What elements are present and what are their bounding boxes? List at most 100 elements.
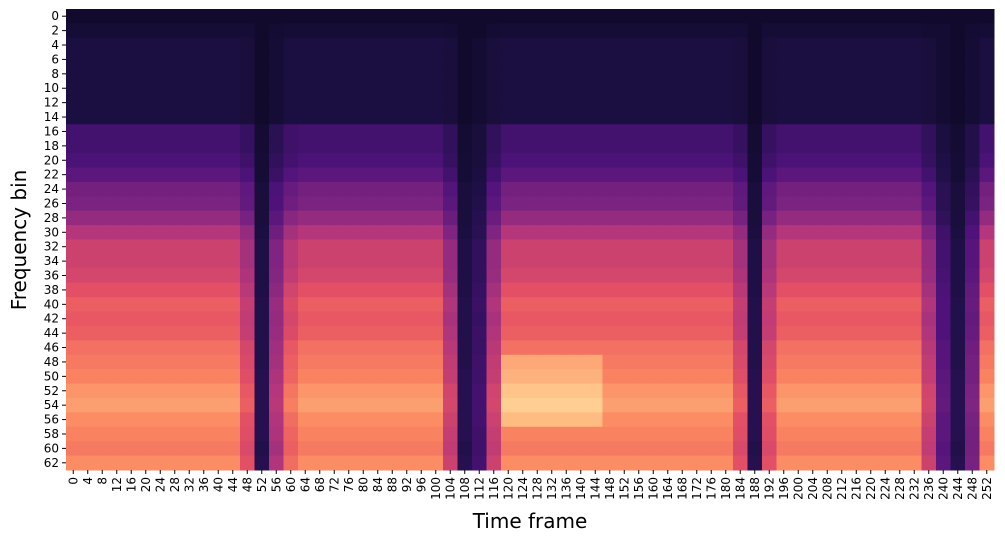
heatmap-cell xyxy=(559,383,574,399)
heatmap-cell xyxy=(356,153,371,168)
heatmap-cell xyxy=(892,138,908,154)
heatmap-cell xyxy=(950,297,966,313)
heatmap-cell xyxy=(443,138,458,154)
heatmap-cell xyxy=(689,311,705,327)
heatmap-cell xyxy=(762,196,777,212)
heatmap-cell xyxy=(979,167,995,183)
heatmap-cell xyxy=(356,455,371,471)
heatmap-cell xyxy=(602,153,618,168)
heatmap-cell xyxy=(834,340,850,356)
heatmap-cell xyxy=(820,455,835,471)
heatmap-cell xyxy=(834,383,850,399)
heatmap-cell xyxy=(269,297,284,313)
heatmap-cell xyxy=(124,340,139,356)
y-tick-label: 40 xyxy=(44,297,59,311)
heatmap-cell xyxy=(283,196,299,212)
heatmap-cell xyxy=(530,383,545,399)
heatmap-cell xyxy=(805,95,821,111)
heatmap-cell xyxy=(443,426,458,442)
y-tick-label: 30 xyxy=(44,225,59,239)
heatmap-cell xyxy=(109,325,125,341)
heatmap-cell xyxy=(704,167,719,183)
heatmap-cell xyxy=(791,282,806,298)
heatmap-cell xyxy=(80,181,96,197)
heatmap-cell xyxy=(283,95,299,111)
heatmap-cell xyxy=(269,325,284,341)
heatmap-cell xyxy=(472,426,487,442)
heatmap-cell xyxy=(414,225,429,240)
heatmap-cell xyxy=(341,325,357,341)
heatmap-cell xyxy=(849,196,864,212)
heatmap-cell xyxy=(573,340,589,356)
heatmap-cell xyxy=(385,153,400,168)
y-tick-label: 2 xyxy=(51,24,59,38)
heatmap-cell xyxy=(385,109,400,125)
heatmap-cell xyxy=(95,37,110,53)
heatmap-cell xyxy=(414,325,429,341)
heatmap-cell xyxy=(675,354,690,370)
heatmap-cell xyxy=(356,412,371,428)
heatmap-cell xyxy=(863,9,879,24)
heatmap-cell xyxy=(588,23,603,39)
heatmap-cell xyxy=(965,23,980,39)
heatmap-cell xyxy=(109,167,125,183)
heatmap-cell xyxy=(805,181,821,197)
heatmap-cell xyxy=(965,153,980,168)
heatmap-cell xyxy=(718,397,734,413)
heatmap-cell xyxy=(892,81,908,96)
heatmap-cell xyxy=(428,210,444,226)
heatmap-cell xyxy=(327,253,342,269)
heatmap-cell xyxy=(95,297,110,313)
heatmap-cell xyxy=(704,109,719,125)
heatmap-cell xyxy=(515,268,531,284)
heatmap-cell xyxy=(370,397,386,413)
heatmap-cell xyxy=(327,340,342,356)
heatmap-cell xyxy=(544,210,560,226)
heatmap-cell xyxy=(182,181,197,197)
heatmap-cell xyxy=(124,109,139,125)
heatmap-cell xyxy=(878,426,893,442)
heatmap-cell xyxy=(704,268,719,284)
heatmap-cell xyxy=(356,109,371,125)
heatmap-cell xyxy=(936,441,951,457)
heatmap-cell xyxy=(138,109,154,125)
heatmap-cell xyxy=(617,181,632,197)
heatmap-cell xyxy=(428,412,444,428)
heatmap-cell xyxy=(965,210,980,226)
heatmap-cell xyxy=(66,95,81,111)
x-tick-label: 56 xyxy=(269,477,283,492)
heatmap-cell xyxy=(791,253,806,269)
heatmap-cell xyxy=(617,426,632,442)
heatmap-cell xyxy=(776,253,792,269)
heatmap-cell xyxy=(327,181,342,197)
heatmap-cell xyxy=(327,66,342,82)
heatmap-cell xyxy=(240,196,255,212)
y-tick-label: 12 xyxy=(44,96,59,110)
heatmap-cell xyxy=(718,441,734,457)
heatmap-cell xyxy=(298,52,313,68)
heatmap-cell xyxy=(907,455,922,471)
heatmap-cell xyxy=(675,397,690,413)
heatmap-cell xyxy=(544,369,560,385)
heatmap-cell xyxy=(602,369,618,385)
heatmap-cell xyxy=(370,196,386,212)
heatmap-cell xyxy=(718,81,734,96)
heatmap-cell xyxy=(356,311,371,327)
heatmap-cell xyxy=(269,340,284,356)
heatmap-cell xyxy=(167,426,183,442)
heatmap-cell xyxy=(240,340,255,356)
heatmap-cell xyxy=(486,167,502,183)
heatmap-cell xyxy=(80,37,96,53)
heatmap-cell xyxy=(907,210,922,226)
heatmap-cell xyxy=(689,268,705,284)
heatmap-cell xyxy=(124,412,139,428)
heatmap-cell xyxy=(211,441,226,457)
heatmap-cell xyxy=(182,441,197,457)
heatmap-cell xyxy=(124,455,139,471)
heatmap-cell xyxy=(327,354,342,370)
heatmap-cell xyxy=(196,354,212,370)
heatmap-cell xyxy=(196,109,212,125)
heatmap-cell xyxy=(385,95,400,111)
heatmap-cell xyxy=(834,268,850,284)
heatmap-cell xyxy=(820,196,835,212)
